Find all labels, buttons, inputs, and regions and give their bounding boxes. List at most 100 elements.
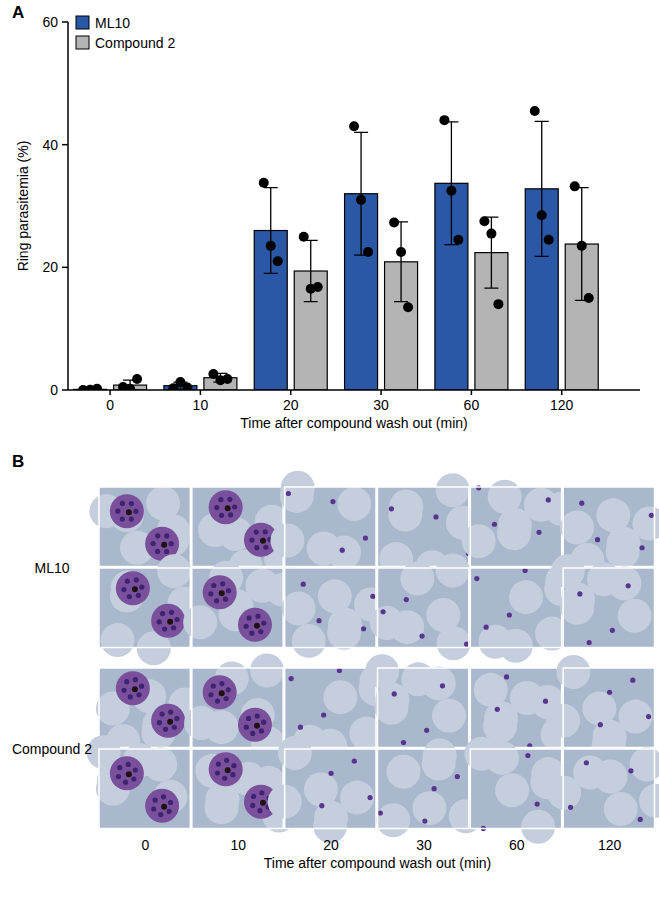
data-point — [453, 235, 463, 245]
column-label: 0 — [142, 837, 150, 853]
ring — [649, 513, 654, 518]
ring — [543, 699, 548, 704]
merozoite — [120, 501, 125, 506]
micrograph-border — [378, 749, 469, 829]
merozoite — [208, 591, 213, 596]
schizont — [209, 490, 243, 524]
merozoite — [133, 767, 138, 772]
merozoite — [139, 585, 144, 590]
ring — [638, 817, 643, 822]
merozoite — [261, 620, 266, 625]
rbc — [337, 487, 371, 521]
ring — [584, 760, 589, 765]
data-point — [584, 293, 594, 303]
merozoite — [215, 770, 220, 775]
micrograph — [184, 653, 285, 760]
ring — [419, 633, 424, 638]
ring — [525, 753, 530, 758]
micrograph-border — [192, 668, 283, 748]
schizont — [116, 671, 150, 705]
ring — [546, 497, 551, 502]
rbc — [604, 792, 638, 826]
data-point — [530, 106, 540, 116]
rbc — [556, 655, 590, 689]
hemozoin — [219, 590, 225, 596]
merozoite — [257, 808, 262, 813]
rbc — [484, 701, 518, 735]
merozoite — [255, 614, 260, 619]
legend-label: ML10 — [95, 15, 130, 31]
ring — [630, 678, 635, 683]
rbc — [307, 532, 341, 566]
micrograph-border — [192, 487, 283, 567]
rbc — [184, 706, 218, 740]
panel-label: B — [12, 452, 24, 471]
column-label: 10 — [230, 837, 246, 853]
hemozoin — [254, 623, 260, 629]
merozoite — [227, 497, 232, 502]
merozoite — [172, 725, 177, 730]
ring — [286, 491, 291, 496]
rbc — [423, 738, 457, 772]
row-label: ML10 — [34, 560, 69, 576]
ring — [289, 676, 294, 681]
ring — [639, 545, 644, 550]
schizont — [203, 675, 237, 709]
data-point — [266, 241, 276, 251]
panel-label: A — [12, 3, 24, 22]
merozoite — [169, 610, 174, 615]
ring — [535, 801, 540, 806]
data-point — [577, 241, 587, 251]
micrograph — [546, 655, 654, 762]
legend-swatch — [76, 36, 89, 49]
x-tick — [109, 390, 111, 395]
ring — [598, 722, 603, 727]
ring — [484, 625, 489, 630]
rbc — [437, 626, 471, 660]
rbc — [270, 523, 304, 557]
y-tick — [62, 389, 68, 391]
y-axis-label: Ring parasitemia (%) — [15, 141, 31, 272]
plot-marks — [74, 106, 599, 390]
hemozoin — [225, 505, 231, 511]
ring — [389, 506, 394, 511]
schizont — [209, 752, 243, 786]
merozoite — [249, 537, 254, 542]
ring — [595, 537, 600, 542]
rbc — [432, 699, 466, 733]
micrograph-border — [470, 668, 561, 748]
data-point — [313, 282, 323, 292]
ring — [321, 712, 326, 717]
rbc — [205, 782, 239, 816]
data-point — [389, 218, 399, 228]
ring — [577, 591, 582, 596]
row-label: Compound 2 — [12, 741, 92, 757]
micrograph-border — [285, 487, 376, 567]
rbc — [281, 471, 315, 505]
data-point — [356, 195, 366, 205]
merozoite — [126, 762, 131, 767]
merozoite — [115, 509, 120, 514]
rbc — [370, 606, 404, 640]
merozoite — [136, 692, 141, 697]
error-bar — [444, 122, 458, 245]
merozoite — [153, 797, 158, 802]
data-point — [537, 210, 547, 220]
micrograph — [87, 735, 191, 828]
merozoite — [224, 696, 229, 701]
rbc — [376, 803, 410, 837]
ring — [378, 810, 383, 815]
y-tick-label: 20 — [42, 259, 58, 275]
merozoite — [220, 581, 225, 586]
ring — [340, 548, 345, 553]
schizont — [203, 575, 237, 609]
ring — [363, 535, 368, 540]
rbc — [547, 776, 581, 810]
data-point — [125, 384, 135, 390]
x-tick-label: 120 — [550, 397, 574, 413]
data-point — [446, 186, 456, 196]
merozoite — [125, 579, 130, 584]
hemozoin — [132, 586, 138, 592]
hemozoin — [225, 767, 231, 773]
merozoite — [139, 684, 144, 689]
